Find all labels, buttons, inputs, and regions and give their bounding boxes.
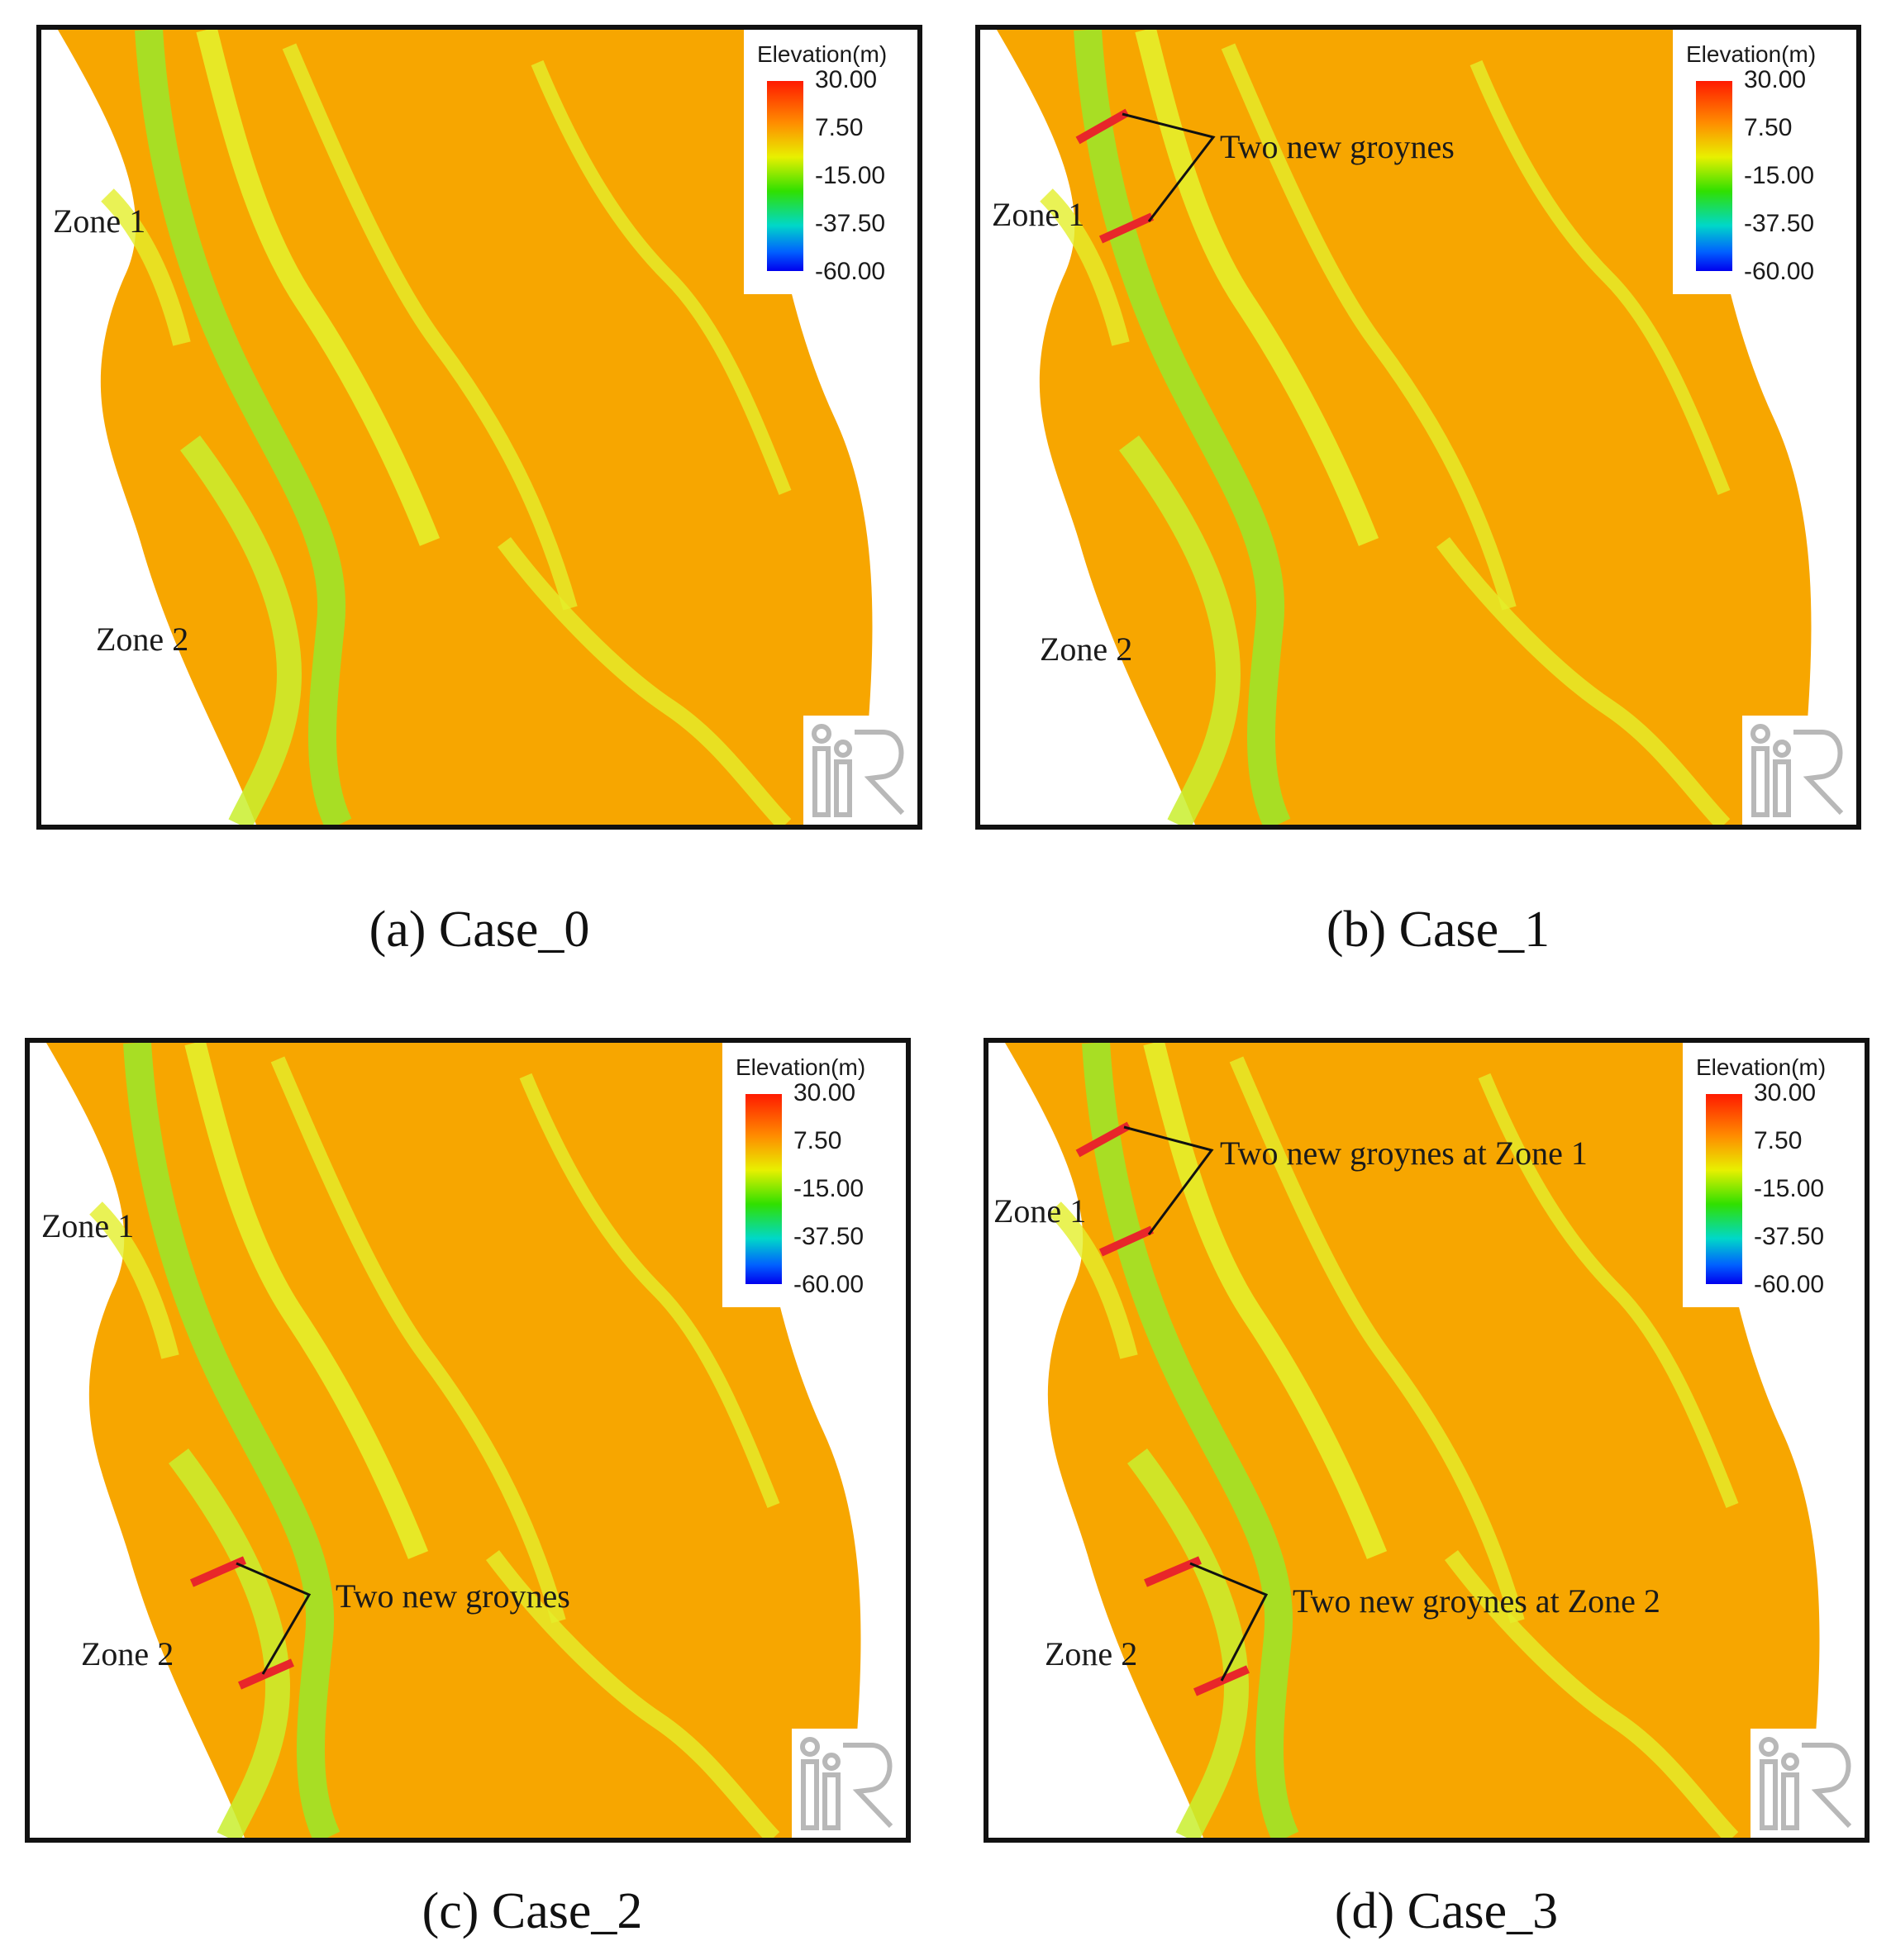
caption-case-2: (c) Case_2 [422,1883,643,1939]
panel-case-3: Two new groynes at Zone 1 Two new groyne… [984,1038,1870,1843]
panel-case-0: Zone 1 Zone 2 Elevation(m) 30.00 7.50 -1… [36,25,922,830]
panel-case-1: Two new groynes Zone 1 Zone 2 Elevation(… [975,25,1861,830]
legend-tick: -60.00 [1754,1271,1825,1298]
elevation-map [997,30,1812,825]
legend-tick: 30.00 [815,66,878,93]
elevation-legend: Elevation(m) 30.00 7.50 -15.00 -37.50 -6… [1683,1043,1865,1307]
iric-logo-icon [1742,716,1851,825]
legend-tick: 30.00 [793,1079,856,1106]
iric-logo-icon [803,716,912,825]
groyne-annotation-zone1: Two new groynes [1220,128,1455,165]
iric-logo-icon [1750,1729,1860,1838]
legend-tick: -60.00 [815,258,886,285]
zone-1-label: Zone 1 [53,202,146,240]
legend-tick: -15.00 [815,162,886,189]
zone-1-label: Zone 1 [993,1192,1087,1230]
zone-1-label: Zone 1 [41,1207,135,1244]
legend-tick: 30.00 [1744,66,1807,93]
legend-tick: 7.50 [793,1127,842,1154]
caption-case-0: (a) Case_0 [369,902,590,958]
legend-colorbar [1706,1094,1742,1284]
zone-2-label: Zone 2 [81,1635,174,1672]
caption-case-3: (d) Case_3 [1334,1883,1559,1939]
legend-title: Elevation(m) [1686,41,1817,67]
legend-tick: -60.00 [1744,258,1815,285]
legend-tick: 7.50 [1744,114,1793,141]
elevation-legend: Elevation(m) 30.00 7.50 -15.00 -37.50 -6… [1673,30,1855,294]
legend-colorbar [1696,81,1732,271]
elevation-legend: Elevation(m) 30.00 7.50 -15.00 -37.50 -6… [744,30,917,294]
legend-title: Elevation(m) [757,41,888,67]
legend-tick: -15.00 [793,1175,865,1202]
elevation-legend: Elevation(m) 30.00 7.50 -15.00 -37.50 -6… [722,1043,904,1307]
legend-tick: -37.50 [1744,210,1815,237]
legend-title: Elevation(m) [1696,1054,1827,1080]
legend-title: Elevation(m) [736,1054,866,1080]
zone-2-label: Zone 2 [96,621,189,658]
groyne-annotation-zone2: Two new groynes [336,1577,570,1615]
legend-colorbar [745,1094,782,1284]
legend-tick: -15.00 [1744,162,1815,189]
panel-case-2: Zone 1 Zone 2 Two new groynes Elevation(… [25,1038,911,1843]
legend-colorbar [767,81,803,271]
zone-2-label: Zone 2 [1040,630,1133,668]
legend-tick: -37.50 [815,210,886,237]
groyne-annotation-zone1: Two new groynes at Zone 1 [1220,1135,1588,1172]
legend-tick: 30.00 [1754,1079,1817,1106]
caption-case-1: (b) Case_1 [1326,902,1550,958]
legend-tick: -60.00 [793,1271,865,1298]
zone-1-label: Zone 1 [992,196,1085,233]
legend-tick: 7.50 [1754,1127,1803,1154]
legend-tick: -15.00 [1754,1175,1825,1202]
zone-2-label: Zone 2 [1045,1635,1138,1672]
legend-tick: 7.50 [815,114,864,141]
elevation-map [58,30,873,825]
iric-logo-icon [792,1729,901,1838]
legend-tick: -37.50 [793,1223,865,1250]
legend-tick: -37.50 [1754,1223,1825,1250]
groyne-annotation-zone2: Two new groynes at Zone 2 [1293,1582,1660,1620]
